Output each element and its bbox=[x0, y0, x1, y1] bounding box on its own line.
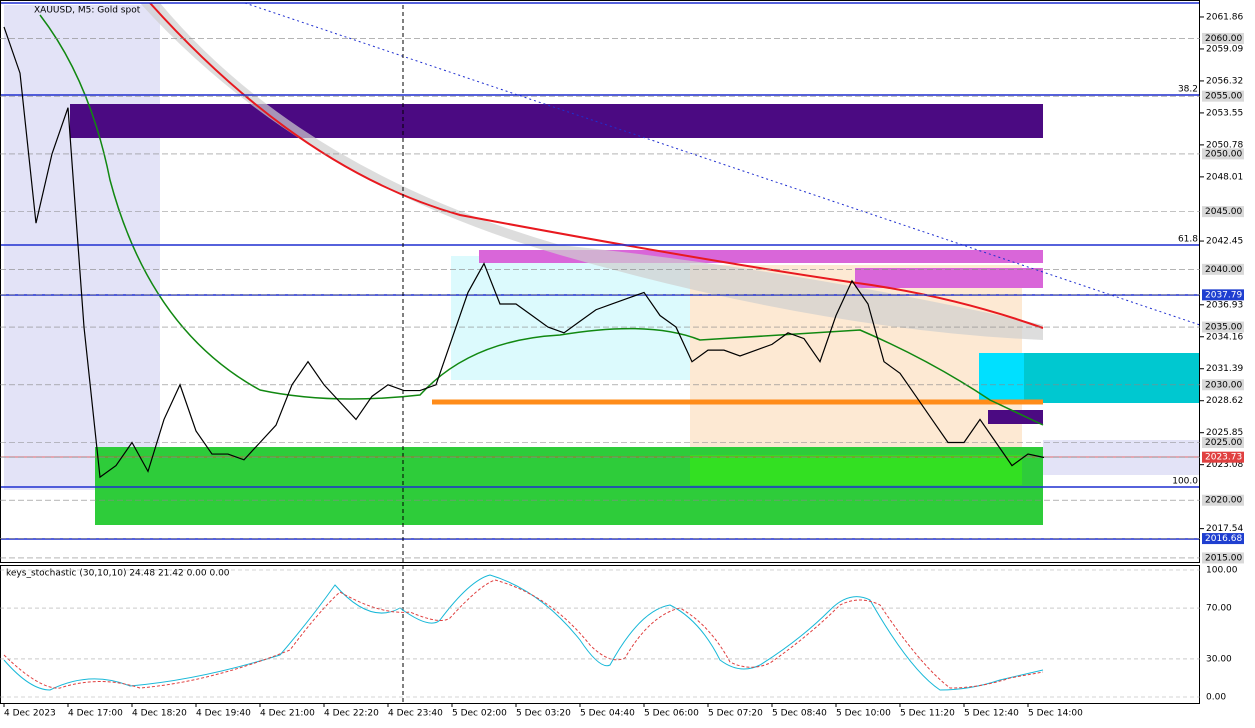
y-tick-label: 2028.62 bbox=[1206, 396, 1243, 406]
x-tick-label: 5 Dec 02:00 bbox=[452, 709, 507, 719]
level-label: 2025.00 bbox=[1205, 438, 1242, 448]
y-tick-label: 2048.01 bbox=[1206, 172, 1243, 182]
level-label: 2035.00 bbox=[1205, 323, 1242, 333]
level-box bbox=[1202, 379, 1244, 391]
x-tick-label: 4 Dec 18:20 bbox=[132, 709, 187, 719]
x-tick-label: 4 Dec 17:00 bbox=[68, 709, 123, 719]
y-tick-label: 70.00 bbox=[1206, 604, 1232, 614]
level-box bbox=[1202, 263, 1244, 275]
zone bbox=[4, 5, 160, 490]
level-box bbox=[1202, 148, 1244, 160]
level-label: 2050.00 bbox=[1205, 149, 1242, 159]
level-box bbox=[1202, 32, 1244, 44]
y-tick-label: 100.00 bbox=[1206, 566, 1238, 576]
y-tick-label: 0.00 bbox=[1206, 693, 1226, 703]
y-tick-label: 2031.39 bbox=[1206, 364, 1243, 374]
level-label: 2023.73 bbox=[1205, 453, 1242, 463]
level-label: 2060.00 bbox=[1205, 34, 1242, 44]
stoch-signal bbox=[3, 579, 1044, 689]
ma-band bbox=[140, 3, 1043, 340]
y-tick-label: 2036.93 bbox=[1206, 300, 1243, 310]
y-tick-label: 2050.78 bbox=[1206, 140, 1243, 150]
level-label: 2016.68 bbox=[1205, 534, 1242, 544]
x-tick-label: 5 Dec 14:00 bbox=[1028, 709, 1083, 719]
ma-green bbox=[39, 14, 1044, 426]
chart-title: XAUUSD, M5: Gold spot bbox=[34, 6, 141, 16]
y-tick-label: 2042.45 bbox=[1206, 237, 1243, 247]
level-box bbox=[1202, 533, 1244, 545]
zone bbox=[690, 455, 1022, 485]
level-box bbox=[1202, 90, 1244, 102]
level-box bbox=[1202, 552, 1244, 564]
level-box bbox=[1202, 437, 1244, 449]
x-tick-label: 4 Dec 2023 bbox=[4, 709, 56, 719]
y-tick-label: 30.00 bbox=[1206, 654, 1232, 664]
price-line bbox=[3, 26, 1045, 479]
level-box bbox=[1202, 451, 1244, 463]
y-tick-label: 2017.54 bbox=[1206, 524, 1243, 534]
y-tick-label: 2056.32 bbox=[1206, 76, 1243, 86]
x-tick-label: 5 Dec 04:40 bbox=[580, 709, 635, 719]
level-label: 2030.00 bbox=[1205, 380, 1242, 390]
x-tick-label: 5 Dec 11:20 bbox=[900, 709, 955, 719]
y-tick-label: 2025.85 bbox=[1206, 428, 1243, 438]
zone bbox=[979, 353, 1024, 403]
stoch-main bbox=[3, 574, 1044, 691]
level-box bbox=[1202, 289, 1244, 301]
level-box bbox=[1202, 206, 1244, 218]
level-label: 2037.79 bbox=[1205, 290, 1242, 300]
fib-label: 61.8 bbox=[1178, 235, 1198, 245]
x-tick-label: 4 Dec 22:20 bbox=[324, 709, 379, 719]
level-label: 2045.00 bbox=[1205, 207, 1242, 217]
level-label: 2055.00 bbox=[1205, 92, 1242, 102]
fib-label: 38.2 bbox=[1178, 85, 1198, 95]
zone bbox=[988, 410, 1043, 424]
fib-label: 100.0 bbox=[1172, 477, 1198, 487]
x-tick-label: 5 Dec 03:20 bbox=[516, 709, 571, 719]
y-tick-label: 2053.55 bbox=[1206, 108, 1243, 118]
level-label: 2015.00 bbox=[1205, 553, 1242, 563]
x-tick-label: 4 Dec 21:00 bbox=[260, 709, 315, 719]
level-box bbox=[1202, 321, 1244, 333]
y-tick-label: 2059.09 bbox=[1206, 44, 1243, 54]
x-tick-label: 5 Dec 07:20 bbox=[708, 709, 763, 719]
indicator-frame bbox=[0, 565, 1200, 704]
y-tick-label: 2061.86 bbox=[1206, 12, 1243, 22]
price-frame bbox=[0, 0, 1200, 563]
level-label: 2040.00 bbox=[1205, 265, 1242, 275]
level-box bbox=[1202, 494, 1244, 506]
x-tick-label: 5 Dec 10:00 bbox=[836, 709, 891, 719]
x-tick-label: 5 Dec 12:40 bbox=[964, 709, 1019, 719]
zone bbox=[1043, 440, 1200, 475]
x-tick-label: 5 Dec 06:00 bbox=[644, 709, 699, 719]
x-tick-label: 4 Dec 23:40 bbox=[388, 709, 443, 719]
y-tick-label: 2023.08 bbox=[1206, 460, 1243, 470]
indicator-label: keys_stochastic (30,10,10) 24.48 21.42 0… bbox=[6, 569, 230, 579]
x-tick-label: 5 Dec 08:40 bbox=[772, 709, 827, 719]
zone bbox=[855, 268, 1043, 288]
zone bbox=[70, 104, 1043, 138]
y-tick-label: 2034.16 bbox=[1206, 332, 1243, 342]
x-tick-label: 4 Dec 19:40 bbox=[196, 709, 251, 719]
level-label: 2020.00 bbox=[1205, 496, 1242, 506]
